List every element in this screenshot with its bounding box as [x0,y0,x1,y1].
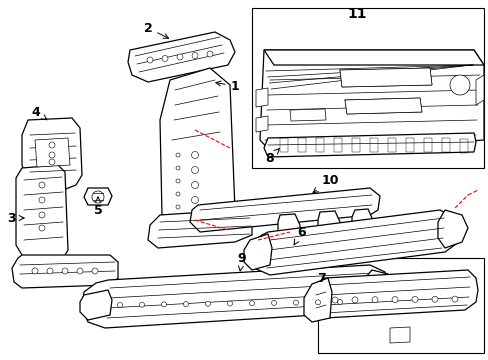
Circle shape [192,53,198,58]
Polygon shape [260,50,483,155]
Circle shape [449,75,469,95]
Polygon shape [289,109,325,121]
Polygon shape [278,214,299,242]
Circle shape [117,302,122,307]
Circle shape [176,166,180,170]
Polygon shape [82,265,389,328]
Polygon shape [351,209,371,234]
Polygon shape [363,270,391,308]
Circle shape [431,296,437,302]
Circle shape [39,212,45,218]
Text: 3: 3 [8,211,24,225]
Circle shape [162,55,168,62]
Circle shape [411,296,417,302]
Circle shape [161,302,166,307]
Circle shape [371,297,377,303]
Circle shape [92,268,98,274]
Polygon shape [256,88,267,107]
Polygon shape [80,290,112,320]
Circle shape [49,142,55,148]
Circle shape [32,268,38,274]
Polygon shape [22,118,82,192]
Circle shape [92,191,104,203]
Circle shape [77,268,83,274]
Polygon shape [12,255,118,288]
Circle shape [39,182,45,188]
Polygon shape [148,210,251,248]
Polygon shape [264,133,475,157]
Circle shape [139,302,144,307]
Circle shape [49,159,55,165]
Text: 5: 5 [93,197,102,216]
Polygon shape [160,68,235,230]
Text: 6: 6 [293,225,305,245]
Polygon shape [244,234,271,270]
Polygon shape [389,327,409,343]
Circle shape [39,197,45,203]
Polygon shape [317,211,339,240]
Polygon shape [190,188,379,232]
Circle shape [176,205,180,209]
Circle shape [176,153,180,157]
Text: 4: 4 [32,105,47,120]
Circle shape [227,301,232,306]
Polygon shape [475,75,483,105]
Circle shape [315,300,320,305]
Circle shape [249,301,254,306]
Circle shape [176,192,180,196]
Bar [317,258,483,353]
Circle shape [39,225,45,231]
Circle shape [49,152,55,158]
Polygon shape [16,165,68,265]
Circle shape [147,57,153,63]
Text: 8: 8 [265,149,279,165]
Circle shape [191,181,198,189]
Circle shape [451,296,457,302]
Polygon shape [264,50,483,65]
Circle shape [177,54,183,60]
Polygon shape [339,68,431,87]
Polygon shape [30,185,58,212]
Circle shape [191,197,198,203]
Bar [251,8,483,168]
Circle shape [183,302,188,307]
Circle shape [176,179,180,183]
Polygon shape [128,32,235,82]
Circle shape [351,297,357,303]
Polygon shape [311,270,477,318]
Circle shape [337,300,342,305]
Circle shape [206,51,213,57]
Circle shape [271,300,276,305]
Circle shape [205,301,210,306]
Circle shape [331,297,337,303]
Polygon shape [35,138,70,167]
Polygon shape [84,188,112,205]
Text: 2: 2 [143,22,168,38]
Polygon shape [256,116,267,132]
Polygon shape [304,278,331,322]
Circle shape [191,152,198,158]
Circle shape [62,268,68,274]
Polygon shape [249,210,457,275]
Circle shape [391,297,397,302]
Polygon shape [345,98,421,114]
Circle shape [47,268,53,274]
Text: 11: 11 [346,7,366,21]
Text: 1: 1 [215,80,239,93]
Text: 9: 9 [237,252,246,271]
Circle shape [293,300,298,305]
Text: 7: 7 [317,271,325,284]
Polygon shape [437,210,467,248]
Text: 10: 10 [312,174,338,193]
Circle shape [191,166,198,174]
